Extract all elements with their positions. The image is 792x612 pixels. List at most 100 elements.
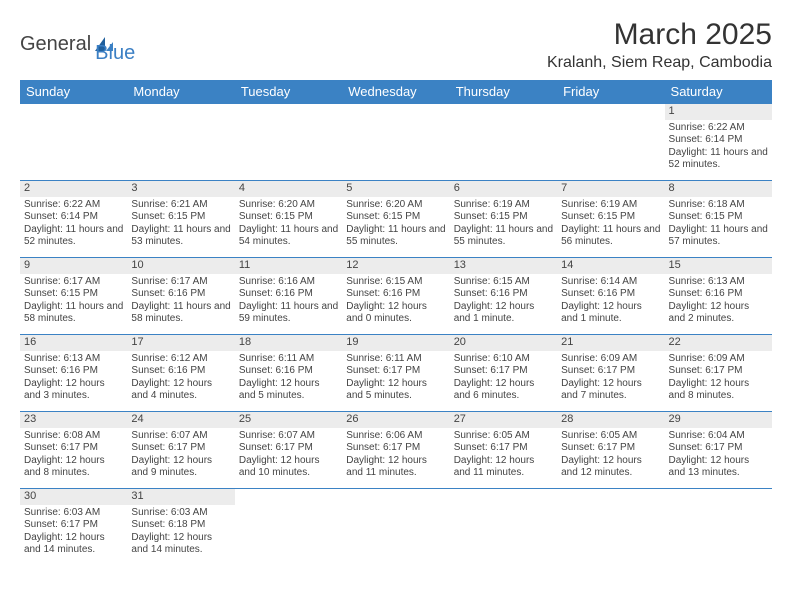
sunset-text: Sunset: 6:17 PM: [454, 442, 553, 455]
sunset-text: Sunset: 6:18 PM: [131, 519, 230, 532]
sunset-text: Sunset: 6:17 PM: [24, 442, 123, 455]
day-cell: 28Sunrise: 6:05 AMSunset: 6:17 PMDayligh…: [557, 412, 664, 489]
day-number: 24: [127, 412, 234, 428]
sunset-text: Sunset: 6:17 PM: [346, 365, 445, 378]
sunrise-text: Sunrise: 6:15 AM: [346, 276, 445, 289]
day-number: 28: [557, 412, 664, 428]
sunrise-text: Sunrise: 6:20 AM: [346, 199, 445, 212]
day-details: Sunrise: 6:06 AMSunset: 6:17 PMDaylight:…: [342, 428, 449, 482]
sunrise-text: Sunrise: 6:17 AM: [24, 276, 123, 289]
daylight-text: Daylight: 12 hours and 5 minutes.: [239, 378, 338, 403]
day-details: Sunrise: 6:09 AMSunset: 6:17 PMDaylight:…: [557, 351, 664, 405]
day-cell: 31Sunrise: 6:03 AMSunset: 6:18 PMDayligh…: [127, 489, 234, 566]
day-header: Thursday: [450, 80, 557, 104]
location-text: Kralanh, Siem Reap, Cambodia: [547, 54, 772, 72]
daylight-text: Daylight: 12 hours and 8 minutes.: [24, 455, 123, 480]
day-cell: 23Sunrise: 6:08 AMSunset: 6:17 PMDayligh…: [20, 412, 127, 489]
sunset-text: Sunset: 6:14 PM: [24, 211, 123, 224]
empty-cell: [450, 489, 557, 566]
day-number: 4: [235, 181, 342, 197]
day-number: 12: [342, 258, 449, 274]
day-cell: 15Sunrise: 6:13 AMSunset: 6:16 PMDayligh…: [665, 258, 772, 335]
sunrise-text: Sunrise: 6:06 AM: [346, 430, 445, 443]
sunset-text: Sunset: 6:17 PM: [561, 365, 660, 378]
day-details: Sunrise: 6:04 AMSunset: 6:17 PMDaylight:…: [665, 428, 772, 482]
sunset-text: Sunset: 6:15 PM: [346, 211, 445, 224]
week-row: 1Sunrise: 6:22 AMSunset: 6:14 PMDaylight…: [20, 104, 772, 181]
empty-cell: [342, 489, 449, 566]
daylight-text: Daylight: 11 hours and 55 minutes.: [454, 224, 553, 249]
sunrise-text: Sunrise: 6:17 AM: [131, 276, 230, 289]
day-number: 9: [20, 258, 127, 274]
day-header: Saturday: [665, 80, 772, 104]
calendar-body: 1Sunrise: 6:22 AMSunset: 6:14 PMDaylight…: [20, 104, 772, 566]
sunrise-text: Sunrise: 6:16 AM: [239, 276, 338, 289]
empty-cell: [235, 104, 342, 181]
empty-cell: [557, 104, 664, 181]
day-header: Monday: [127, 80, 234, 104]
day-number: 23: [20, 412, 127, 428]
day-header: Tuesday: [235, 80, 342, 104]
day-cell: 25Sunrise: 6:07 AMSunset: 6:17 PMDayligh…: [235, 412, 342, 489]
sunrise-text: Sunrise: 6:22 AM: [24, 199, 123, 212]
sunrise-text: Sunrise: 6:09 AM: [561, 353, 660, 366]
daylight-text: Daylight: 12 hours and 14 minutes.: [131, 532, 230, 557]
sunset-text: Sunset: 6:15 PM: [131, 211, 230, 224]
day-cell: 22Sunrise: 6:09 AMSunset: 6:17 PMDayligh…: [665, 335, 772, 412]
empty-cell: [557, 489, 664, 566]
empty-cell: [665, 489, 772, 566]
sunrise-text: Sunrise: 6:10 AM: [454, 353, 553, 366]
daylight-text: Daylight: 12 hours and 2 minutes.: [669, 301, 768, 326]
sunrise-text: Sunrise: 6:11 AM: [239, 353, 338, 366]
daylight-text: Daylight: 12 hours and 13 minutes.: [669, 455, 768, 480]
day-number: 21: [557, 335, 664, 351]
daylight-text: Daylight: 12 hours and 4 minutes.: [131, 378, 230, 403]
sunrise-text: Sunrise: 6:22 AM: [669, 122, 768, 135]
week-row: 9Sunrise: 6:17 AMSunset: 6:15 PMDaylight…: [20, 258, 772, 335]
day-cell: 27Sunrise: 6:05 AMSunset: 6:17 PMDayligh…: [450, 412, 557, 489]
sunrise-text: Sunrise: 6:08 AM: [24, 430, 123, 443]
sunrise-text: Sunrise: 6:21 AM: [131, 199, 230, 212]
sunrise-text: Sunrise: 6:04 AM: [669, 430, 768, 443]
day-header: Wednesday: [342, 80, 449, 104]
daylight-text: Daylight: 12 hours and 7 minutes.: [561, 378, 660, 403]
daylight-text: Daylight: 11 hours and 52 minutes.: [669, 147, 768, 172]
sunset-text: Sunset: 6:16 PM: [561, 288, 660, 301]
day-details: Sunrise: 6:09 AMSunset: 6:17 PMDaylight:…: [665, 351, 772, 405]
day-cell: 30Sunrise: 6:03 AMSunset: 6:17 PMDayligh…: [20, 489, 127, 566]
daylight-text: Daylight: 12 hours and 11 minutes.: [346, 455, 445, 480]
daylight-text: Daylight: 11 hours and 55 minutes.: [346, 224, 445, 249]
sunset-text: Sunset: 6:16 PM: [346, 288, 445, 301]
week-row: 16Sunrise: 6:13 AMSunset: 6:16 PMDayligh…: [20, 335, 772, 412]
day-details: Sunrise: 6:08 AMSunset: 6:17 PMDaylight:…: [20, 428, 127, 482]
day-cell: 14Sunrise: 6:14 AMSunset: 6:16 PMDayligh…: [557, 258, 664, 335]
day-details: Sunrise: 6:11 AMSunset: 6:17 PMDaylight:…: [342, 351, 449, 405]
day-details: Sunrise: 6:21 AMSunset: 6:15 PMDaylight:…: [127, 197, 234, 251]
day-cell: 3Sunrise: 6:21 AMSunset: 6:15 PMDaylight…: [127, 181, 234, 258]
day-number: 22: [665, 335, 772, 351]
daylight-text: Daylight: 11 hours and 58 minutes.: [24, 301, 123, 326]
day-details: Sunrise: 6:11 AMSunset: 6:16 PMDaylight:…: [235, 351, 342, 405]
sunrise-text: Sunrise: 6:18 AM: [669, 199, 768, 212]
day-number: 10: [127, 258, 234, 274]
day-cell: 10Sunrise: 6:17 AMSunset: 6:16 PMDayligh…: [127, 258, 234, 335]
sunrise-text: Sunrise: 6:03 AM: [24, 507, 123, 520]
sunset-text: Sunset: 6:14 PM: [669, 134, 768, 147]
sunrise-text: Sunrise: 6:15 AM: [454, 276, 553, 289]
day-number: 25: [235, 412, 342, 428]
day-number: 26: [342, 412, 449, 428]
day-details: Sunrise: 6:16 AMSunset: 6:16 PMDaylight:…: [235, 274, 342, 328]
daylight-text: Daylight: 12 hours and 12 minutes.: [561, 455, 660, 480]
day-details: Sunrise: 6:20 AMSunset: 6:15 PMDaylight:…: [235, 197, 342, 251]
sunrise-text: Sunrise: 6:09 AM: [669, 353, 768, 366]
day-number: 31: [127, 489, 234, 505]
sunset-text: Sunset: 6:16 PM: [131, 288, 230, 301]
day-number: 7: [557, 181, 664, 197]
sunrise-text: Sunrise: 6:12 AM: [131, 353, 230, 366]
day-cell: 17Sunrise: 6:12 AMSunset: 6:16 PMDayligh…: [127, 335, 234, 412]
day-number: 6: [450, 181, 557, 197]
day-number: 16: [20, 335, 127, 351]
week-row: 23Sunrise: 6:08 AMSunset: 6:17 PMDayligh…: [20, 412, 772, 489]
sunset-text: Sunset: 6:15 PM: [561, 211, 660, 224]
empty-cell: [342, 104, 449, 181]
